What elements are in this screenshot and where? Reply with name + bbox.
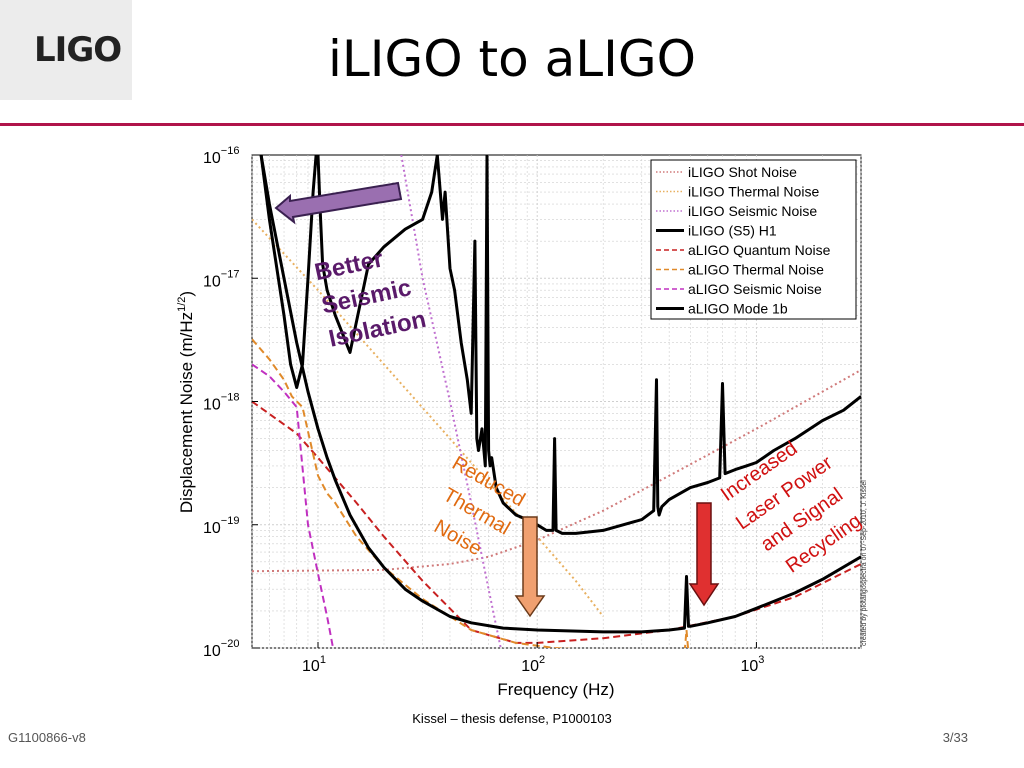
legend-label: iLIGO Thermal Noise <box>688 184 819 200</box>
series-line-iligo-s5-h1 <box>259 155 861 535</box>
series-line-aligo-thermal-noise <box>252 338 690 648</box>
quantum-arrow <box>688 502 720 607</box>
x-tick-label: 101 <box>302 654 326 675</box>
page-number: 3/33 <box>942 730 968 745</box>
legend-label: aLIGO Mode 1b <box>688 301 788 317</box>
y-tick-label: 10−18 <box>203 392 239 414</box>
document-id: G1100866-v8 <box>8 730 86 745</box>
credit-text: created by plotaligospectra on 07-Sep-20… <box>861 480 868 646</box>
x-axis-label: Frequency (Hz) <box>497 680 614 699</box>
legend-label: aLIGO Quantum Noise <box>688 242 831 258</box>
legend-label: iLIGO (S5) H1 <box>688 223 777 239</box>
x-tick-label: 103 <box>740 654 764 675</box>
series-line-iligo-shot-noise <box>252 369 861 573</box>
logo-panel: LIGO <box>0 0 132 100</box>
legend-label: aLIGO Seismic Noise <box>688 281 822 297</box>
y-tick-label: 10−16 <box>203 145 239 167</box>
series-line-aligo-mode-1b <box>259 155 861 634</box>
series-line-iligo-thermal-noise <box>252 218 604 618</box>
y-tick-label: 10−20 <box>203 638 239 660</box>
series-group <box>252 155 861 648</box>
legend-label: iLIGO Seismic Noise <box>688 203 817 219</box>
ligo-logo: LIGO <box>34 30 122 70</box>
title-divider <box>0 123 1024 126</box>
y-tick-label: 10−19 <box>203 515 239 537</box>
y-tick-label: 10−17 <box>203 268 239 290</box>
series-line-aligo-seismic-noise <box>252 363 335 648</box>
legend: iLIGO Shot Noise iLIGO Thermal Noise iLIGO… <box>650 159 857 320</box>
grid-lines <box>251 155 862 649</box>
legend-label: aLIGO Thermal Noise <box>688 262 824 278</box>
y-axis-label: Displacement Noise (m/Hz1/2) <box>176 291 196 513</box>
thermal-arrow <box>514 516 546 618</box>
legend-label: iLIGO Shot Noise <box>688 164 797 180</box>
seismic-arrow <box>274 181 403 225</box>
x-tick-label: 102 <box>521 654 545 675</box>
legend-box <box>650 159 857 320</box>
footer-citation: Kissel – thesis defense, P1000103 <box>412 711 612 726</box>
slide-title: iLIGO to aLIGO <box>328 30 696 88</box>
